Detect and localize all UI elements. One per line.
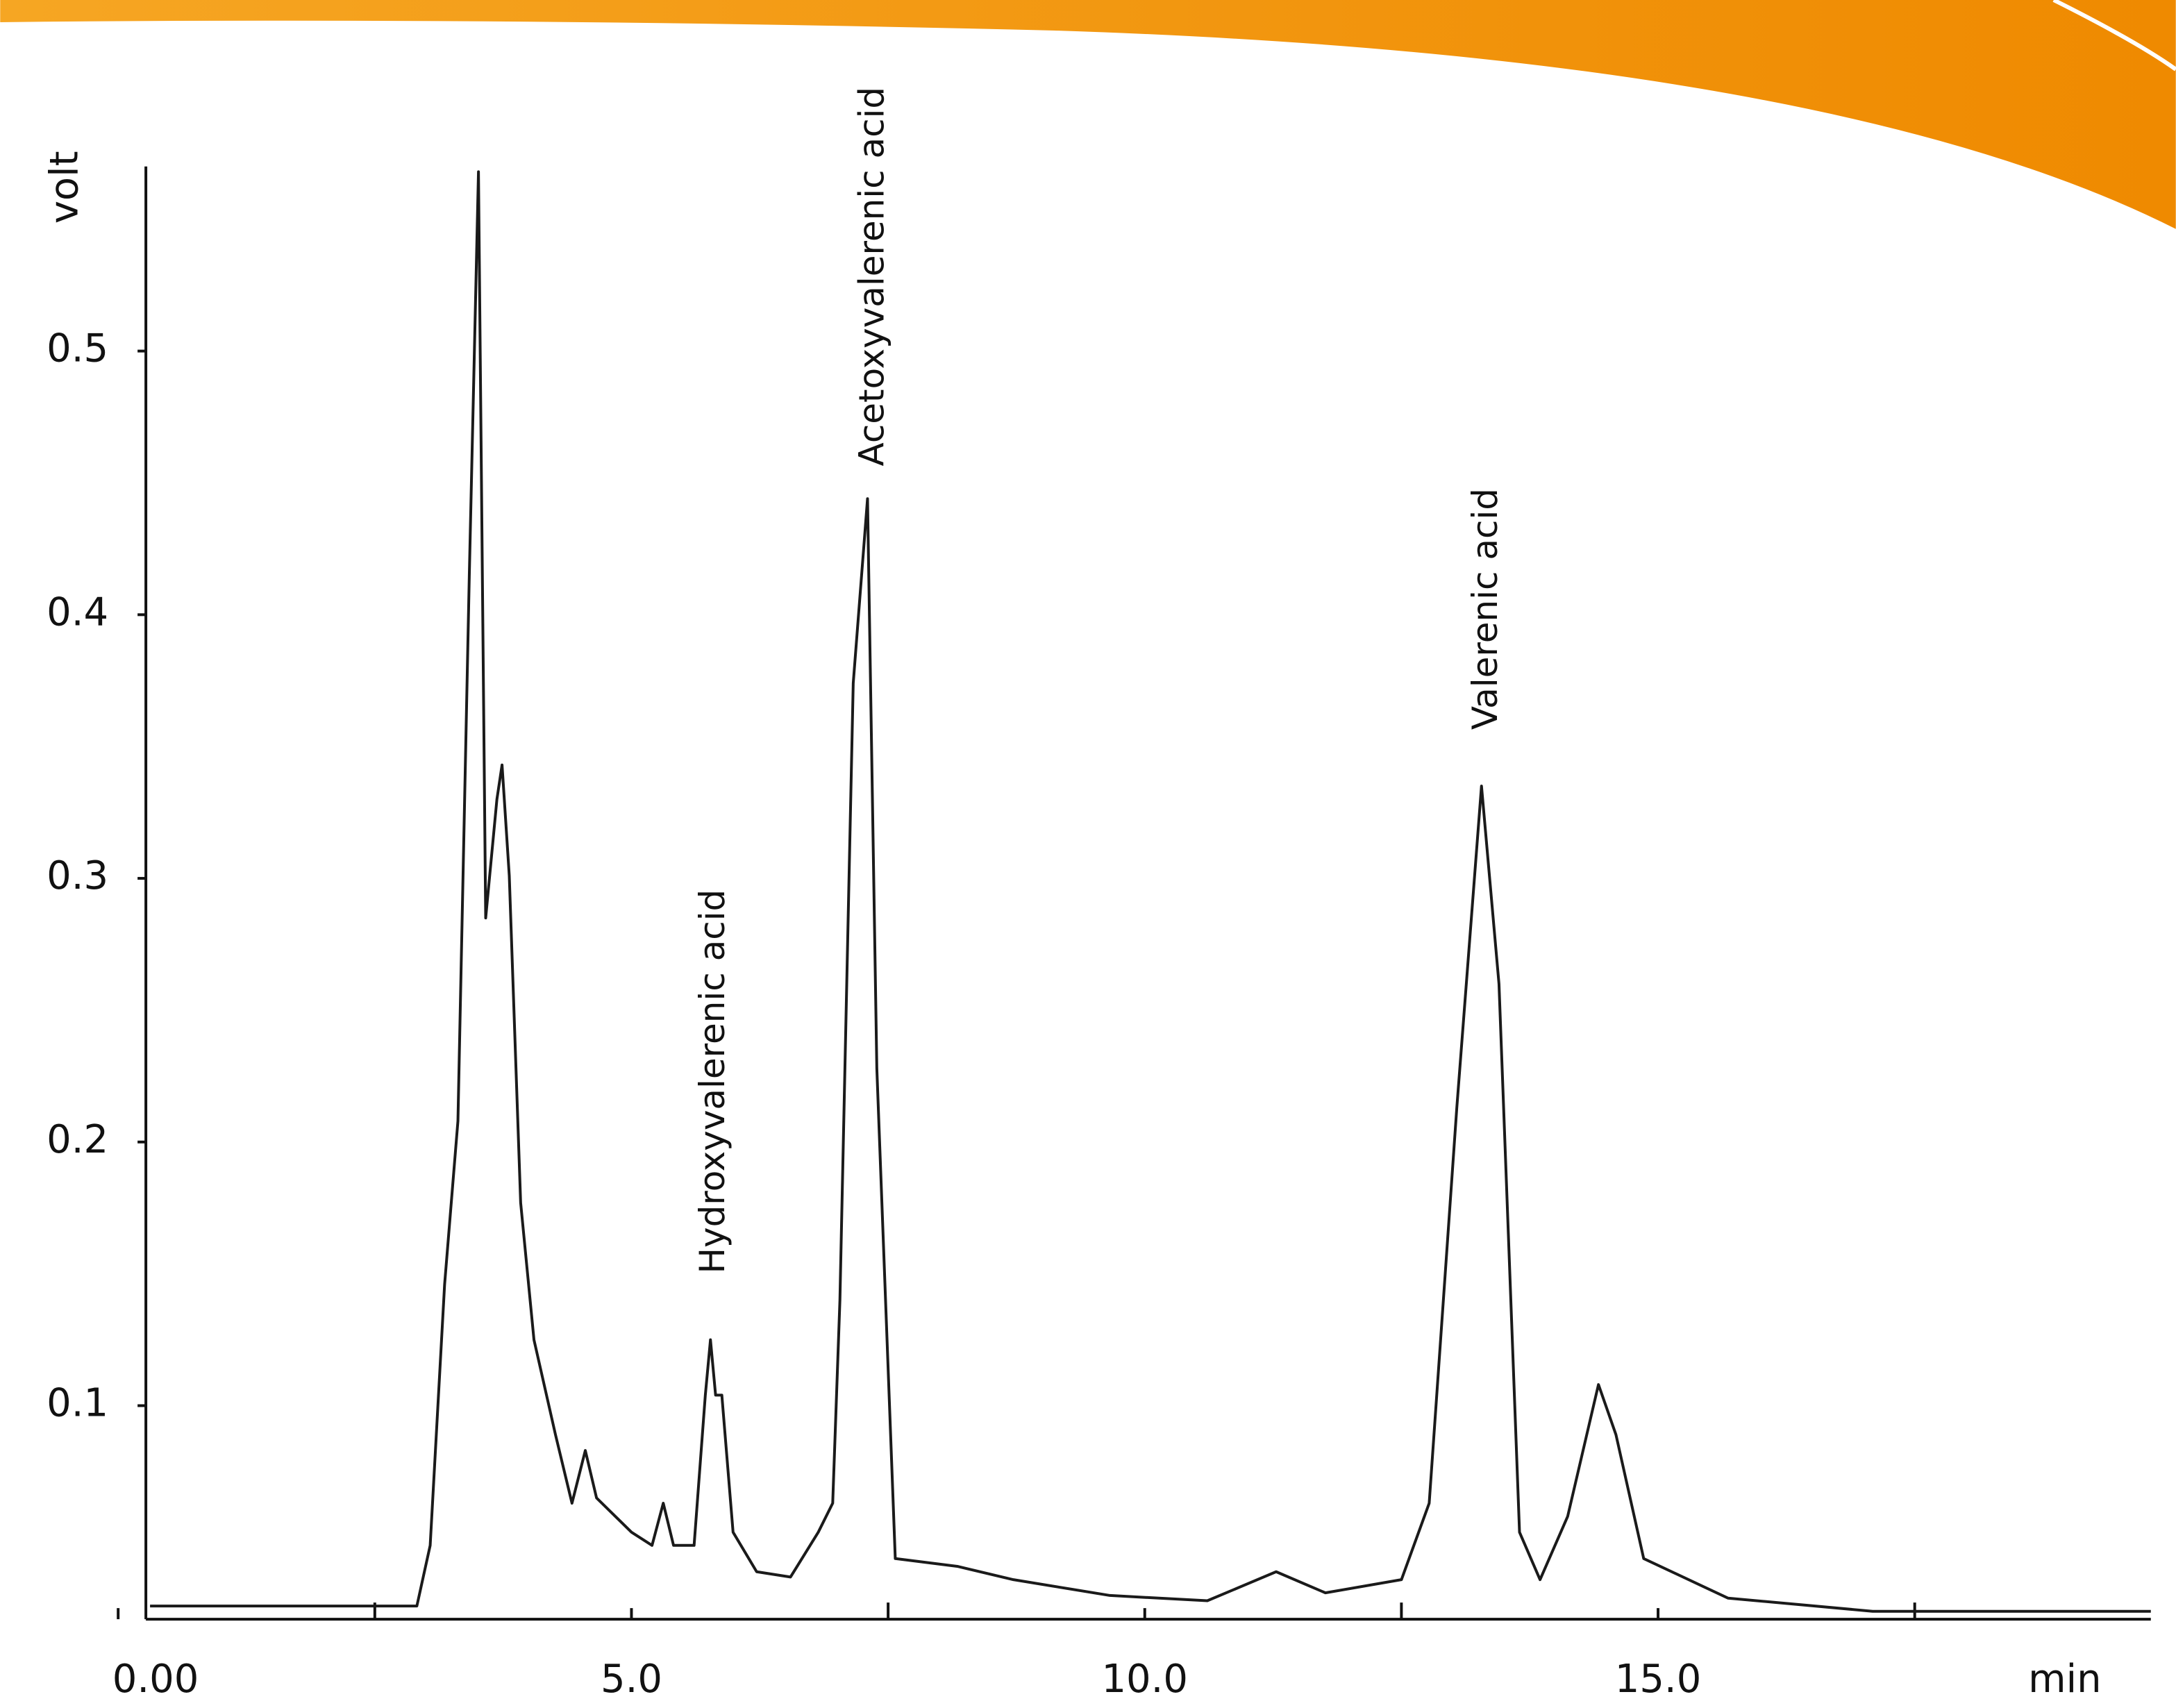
peak-annotation: Acetoxyvalerenic acid xyxy=(852,87,892,467)
x-axis-label: min xyxy=(2028,1657,2101,1702)
x-tick-label: 15.0 xyxy=(1615,1657,1702,1702)
y-tick-label: 0.3 xyxy=(47,853,108,898)
y-tick-label: 0.5 xyxy=(47,326,108,371)
x-tick-label: 0.00 xyxy=(112,1657,199,1702)
x-tick-label: 5.0 xyxy=(601,1657,662,1702)
chromatogram-line xyxy=(150,170,2151,1613)
y-tick-label: 0.1 xyxy=(47,1381,108,1426)
y-tick-label: 0.2 xyxy=(47,1117,108,1162)
y-tick-label: 0.4 xyxy=(47,589,108,635)
swoosh-highlight xyxy=(2052,0,2176,72)
peak-annotation: Valerenic acid xyxy=(1465,488,1505,730)
header-swoosh xyxy=(0,0,2176,229)
peak-annotation: Hydroxyvalerenic acid xyxy=(692,889,733,1274)
y-axis-label: volt xyxy=(42,151,87,224)
x-tick-label: 10.0 xyxy=(1101,1657,1188,1702)
